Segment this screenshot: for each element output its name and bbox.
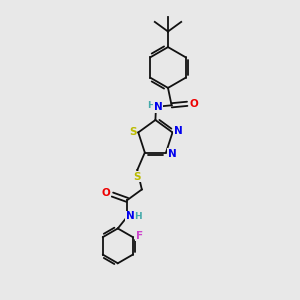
Text: F: F — [136, 231, 143, 241]
Text: H: H — [147, 101, 154, 110]
Text: S: S — [129, 127, 136, 137]
Text: O: O — [189, 99, 198, 109]
Text: S: S — [134, 172, 141, 182]
Text: N: N — [154, 102, 163, 112]
Text: O: O — [101, 188, 110, 198]
Text: H: H — [134, 212, 142, 221]
Text: N: N — [174, 126, 183, 136]
Text: N: N — [168, 149, 176, 159]
Text: N: N — [126, 212, 135, 221]
